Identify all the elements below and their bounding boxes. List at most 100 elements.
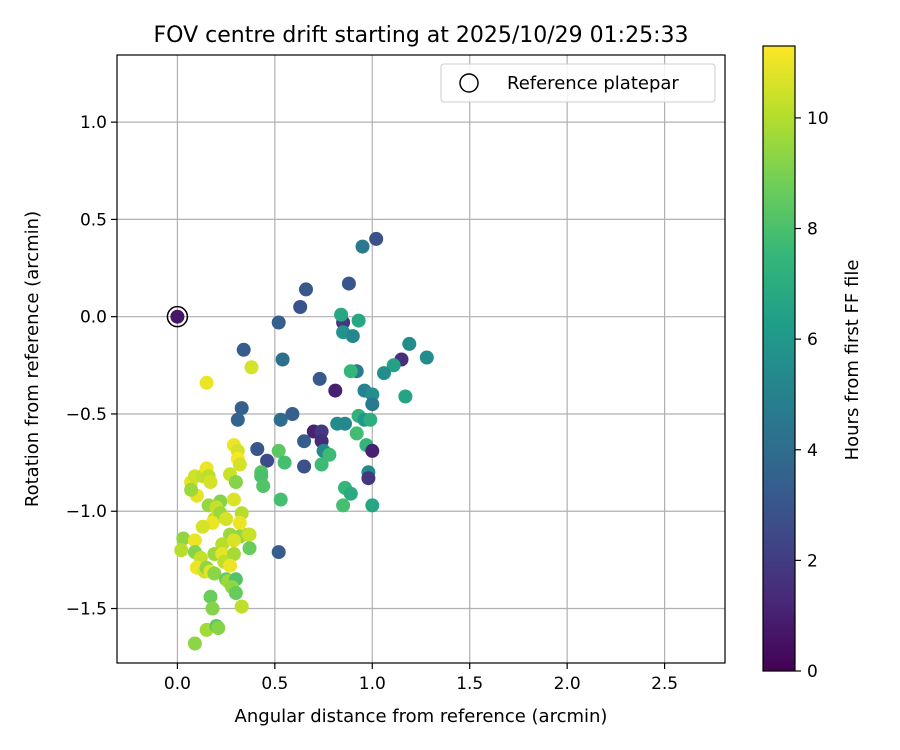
x-tick-label: 0.0 — [164, 674, 191, 694]
data-point — [242, 541, 257, 556]
data-point — [223, 558, 237, 573]
data-point — [349, 426, 364, 441]
data-point — [297, 459, 312, 474]
scatter-points — [166, 231, 434, 651]
data-point — [314, 424, 329, 439]
data-point — [277, 455, 292, 470]
data-point — [226, 547, 241, 561]
data-point — [230, 412, 245, 427]
data-point — [226, 533, 241, 548]
data-point — [402, 336, 417, 351]
data-point — [275, 352, 290, 367]
data-point — [205, 601, 220, 616]
data-point — [297, 434, 312, 449]
data-point — [226, 492, 241, 507]
data-point — [338, 416, 352, 431]
chart-title: FOV centre drift starting at 2025/10/29 … — [154, 23, 689, 48]
data-point — [195, 519, 210, 534]
data-point — [187, 636, 202, 651]
data-point — [219, 512, 234, 526]
colorbar-ticks: 0 2 4 6 8 10 — [795, 109, 829, 682]
colorbar-tick-label: 2 — [807, 551, 818, 571]
data-point — [328, 383, 343, 398]
data-point — [207, 566, 222, 581]
data-point — [228, 475, 243, 490]
colorbar-tick-label: 10 — [807, 109, 829, 129]
data-point — [232, 457, 247, 472]
y-tick-label: 0.0 — [80, 308, 107, 328]
colorbar-frame — [762, 45, 796, 672]
data-point — [244, 360, 259, 375]
data-point — [184, 482, 199, 497]
colorbar-label: Hours from first FF file — [842, 260, 863, 461]
data-point — [369, 231, 384, 246]
colorbar-tick-label: 6 — [807, 330, 818, 350]
data-point — [361, 471, 376, 486]
colorbar-tick-label: 0 — [807, 662, 818, 682]
axis-ticks: 0.0 0.5 1.0 1.5 2.0 2.5 −1.5 −1.0 −0.5 0.0 0.5 1.0 — [66, 113, 678, 694]
data-point — [345, 329, 360, 344]
y-tick-label: 1.0 — [80, 113, 107, 133]
data-point — [285, 407, 300, 421]
data-point — [343, 364, 358, 379]
data-point — [250, 442, 265, 456]
data-point — [314, 457, 329, 472]
data-point — [273, 492, 288, 507]
y-tick-label: −1.0 — [66, 502, 107, 522]
data-point — [260, 453, 275, 468]
x-tick-label: 1.0 — [359, 674, 386, 694]
data-point — [234, 599, 249, 614]
x-tick-label: 2.5 — [651, 674, 678, 694]
data-point — [234, 401, 249, 416]
colorbar: 0 2 4 6 8 10 Hours from first FF file — [762, 45, 863, 682]
legend-label: Reference platepar — [507, 73, 679, 94]
data-point — [273, 412, 288, 427]
data-point — [365, 498, 380, 513]
data-point — [336, 498, 351, 513]
data-point — [355, 239, 370, 254]
data-point — [199, 375, 214, 390]
data-point — [170, 309, 185, 324]
data-point — [377, 366, 391, 381]
data-point — [312, 371, 327, 386]
data-point — [236, 342, 251, 357]
data-point — [299, 282, 313, 297]
reference-platepar-marker — [166, 305, 189, 328]
legend-reference-marker-icon — [459, 73, 479, 93]
data-point — [232, 515, 247, 530]
data-point — [365, 397, 380, 412]
data-point — [419, 350, 434, 365]
data-point — [343, 486, 358, 501]
x-tick-label: 2.0 — [554, 674, 581, 694]
data-point — [341, 276, 356, 291]
data-point — [187, 533, 202, 548]
data-point — [256, 479, 271, 493]
data-point — [228, 586, 243, 600]
data-point — [203, 589, 218, 604]
data-point — [203, 475, 218, 490]
x-axis-label: Angular distance from reference (arcmin) — [235, 706, 608, 727]
y-axis-label: Rotation from reference (arcmin) — [22, 211, 43, 507]
legend: Reference platepar — [440, 63, 716, 103]
y-tick-label: −1.5 — [66, 600, 107, 620]
data-point — [215, 537, 230, 552]
colorbar-tick-label: 4 — [807, 441, 818, 461]
data-point — [334, 307, 349, 322]
data-point — [351, 313, 366, 328]
data-point — [271, 443, 286, 458]
data-point — [365, 443, 380, 458]
data-point — [293, 300, 308, 314]
data-point — [271, 545, 286, 560]
data-point — [398, 389, 413, 404]
y-tick-label: −0.5 — [66, 405, 107, 425]
legend-box — [440, 63, 716, 103]
colorbar-gradient — [763, 46, 795, 671]
data-point — [242, 527, 257, 542]
x-tick-label: 1.5 — [456, 674, 483, 694]
data-point — [386, 358, 401, 373]
data-point — [176, 531, 191, 546]
data-point — [365, 387, 380, 402]
data-point — [211, 621, 226, 635]
